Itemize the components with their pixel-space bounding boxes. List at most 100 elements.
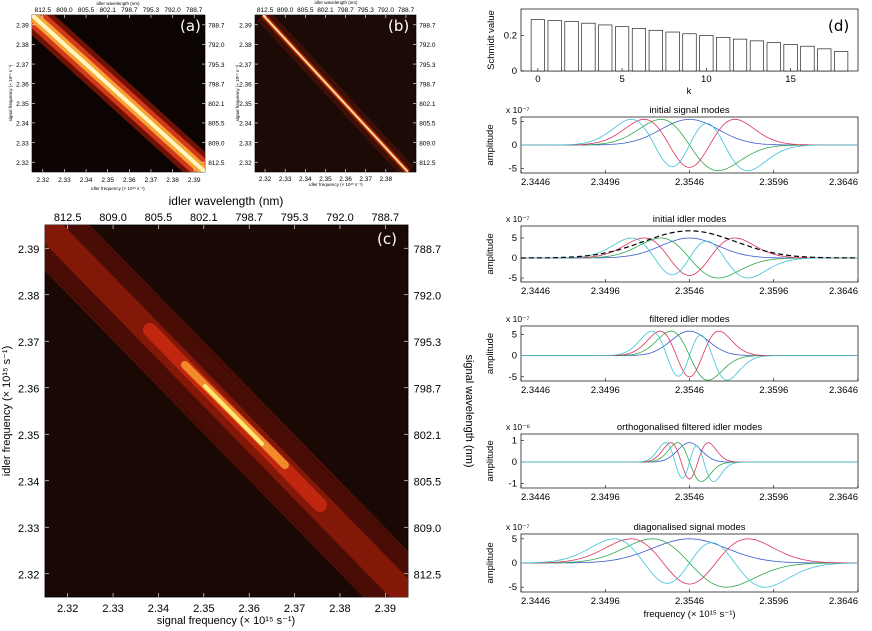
- mode-plot-ylabel: amplitude: [485, 124, 496, 165]
- tick-label: 5: [512, 329, 517, 340]
- tick-label: 2.3646: [829, 385, 858, 396]
- tick-label: 809.0: [99, 212, 127, 224]
- tick-label: 10: [701, 74, 712, 85]
- panel-a: (a) idler wavelength (nm) 812.5 809.0 805.…: [8, 1, 225, 191]
- heatmap-c-fringe: [85, 225, 408, 556]
- tick-label: 2.3546: [675, 492, 704, 503]
- mode-curve-4: [521, 442, 858, 482]
- mode-plot-exponent: x 10⁻⁷: [506, 522, 530, 532]
- panel-a-top-xlabel: idler wavelength (nm): [96, 1, 140, 6]
- tick-label: 795.3: [281, 212, 309, 224]
- tick-label: 2.3546: [675, 385, 704, 396]
- panel-c-right-ticks: 788.7 792.0 795.3 798.7 802.1 805.5 809.0 812.5: [404, 244, 441, 582]
- tick-label: 802.1: [419, 101, 436, 108]
- tick-label: 2.35: [18, 430, 39, 442]
- tick-label: 2.32: [18, 570, 39, 582]
- bar: [749, 40, 764, 72]
- heatmap-b-ridge-core: [262, 15, 409, 172]
- tick-label: 2.34: [80, 177, 93, 184]
- tick-label: 0.2: [504, 31, 517, 42]
- mode-plot-xlabel: frequency (× 10¹⁵ s⁻¹): [643, 609, 735, 620]
- panel-b-xlabel: idler frequency (× 10¹⁵ s⁻¹): [309, 182, 363, 187]
- panel-c-right-ylabel: signal wavelength (nm): [463, 354, 475, 467]
- tick-label: 802.1: [414, 430, 442, 442]
- mode-curve-3: [521, 538, 858, 585]
- bar: [716, 37, 731, 72]
- tick-label: 0: [512, 558, 517, 569]
- mode-curve-4: [521, 237, 858, 279]
- panel-d: 0 5 10 15 00.2 (d) k Schmidt value: [486, 8, 859, 97]
- tick-label: 2.3496: [591, 385, 620, 396]
- panel-a-right-ticks: 788.7 792.0 795.3 798.7 802.1 805.5 809.0 812.5: [202, 23, 225, 167]
- tick-label: 2.37: [16, 62, 29, 69]
- tick-label: 795.3: [419, 62, 436, 69]
- tick-label: 2.36: [16, 81, 29, 88]
- tick-label: 2.35: [101, 177, 114, 184]
- tick-label: 2.3546: [675, 286, 704, 297]
- bar: [800, 45, 815, 72]
- panel-b-top-ticks: 812.5 809.0 805.5 802.1 798.7 795.3 792.0 788.7: [257, 7, 414, 18]
- mode-plot-ylabel: amplitude: [485, 542, 496, 583]
- panel-c-x-ticks: 2.32 2.33 2.34 2.35 2.36 2.37 2.38 2.39: [57, 593, 396, 615]
- tick-label: 2.3596: [759, 385, 788, 396]
- tick-label: 2.3646: [829, 286, 858, 297]
- mode-plot-exponent: x 10⁻⁶: [506, 422, 530, 432]
- tick-label: 802.1: [208, 101, 225, 108]
- heatmap-a-ridge-core: [32, 15, 205, 172]
- tick-label: 798.7: [419, 81, 436, 88]
- tick-label: 812.5: [257, 7, 274, 14]
- mode-plot-exponent: x 10⁻⁷: [506, 105, 530, 115]
- tick-label: 2.34: [239, 121, 252, 128]
- mode-curve-4: [521, 118, 858, 172]
- tick-label: 805.5: [145, 212, 173, 224]
- mode-plot-title: initial signal modes: [649, 105, 730, 116]
- tick-label: 2.33: [16, 140, 29, 147]
- panel-c-label: (c): [377, 230, 397, 248]
- bar: [834, 51, 849, 72]
- tick-label: 5: [512, 233, 517, 244]
- tick-label: 2.3446: [521, 286, 550, 297]
- tick-label: 798.7: [121, 7, 138, 14]
- panel-b-top-xlabel: idler wavelength (nm): [314, 0, 358, 5]
- tick-label: 2.36: [123, 177, 136, 184]
- tick-label: 805.5: [208, 121, 225, 128]
- mode-plot-title: filtered idler modes: [649, 314, 730, 325]
- bar: [581, 22, 596, 72]
- mode-plot-frame: [520, 325, 859, 382]
- tick-label: 2.38: [379, 176, 392, 183]
- bar: [733, 38, 748, 72]
- tick-label: 788.7: [414, 244, 442, 256]
- tick-label: 2.35: [239, 101, 252, 108]
- tick-label: 2.3496: [591, 177, 620, 188]
- tick-label: 2.3646: [829, 177, 858, 188]
- bar-chart-xlabel: k: [687, 86, 692, 97]
- panel-a-ylabel: signal frequency (× 10¹⁵ s⁻¹): [8, 64, 13, 121]
- panel-b-right-ticks: 788.7 792.0 795.3 798.7 802.1 805.5 809.0 812.5: [413, 23, 436, 167]
- bar: [564, 21, 579, 72]
- tick-label: 2.3496: [591, 286, 620, 297]
- tick-label: 2.39: [16, 23, 29, 30]
- tick-label: 809.0: [277, 7, 294, 14]
- mode-curve-4: [521, 330, 858, 381]
- tick-label: 2.32: [36, 177, 49, 184]
- tick-label: 795.3: [414, 337, 442, 349]
- tick-label: 805.5: [78, 7, 95, 14]
- tick-label: 798.7: [414, 384, 442, 396]
- tick-label: 788.7: [372, 212, 400, 224]
- tick-label: 2.39: [375, 603, 396, 615]
- tick-label: 805.5: [297, 7, 314, 14]
- tick-label: 798.7: [208, 81, 225, 88]
- tick-label: 2.33: [18, 523, 39, 535]
- bar: [665, 31, 680, 72]
- tick-label: 2.3596: [759, 596, 788, 607]
- tick-label: 2.37: [145, 177, 158, 184]
- bar: [682, 33, 697, 72]
- panel-c-y-ticks: 2.39 2.38 2.37 2.36 2.35 2.34 2.33 2.32: [18, 244, 49, 582]
- tick-label: 0: [512, 66, 517, 77]
- tick-label: 2.33: [58, 177, 71, 184]
- bar: [648, 29, 663, 72]
- tick-label: 809.0: [419, 140, 436, 147]
- tick-label: 2.3596: [759, 177, 788, 188]
- tick-label: 2.34: [18, 477, 39, 489]
- bar: [598, 24, 613, 72]
